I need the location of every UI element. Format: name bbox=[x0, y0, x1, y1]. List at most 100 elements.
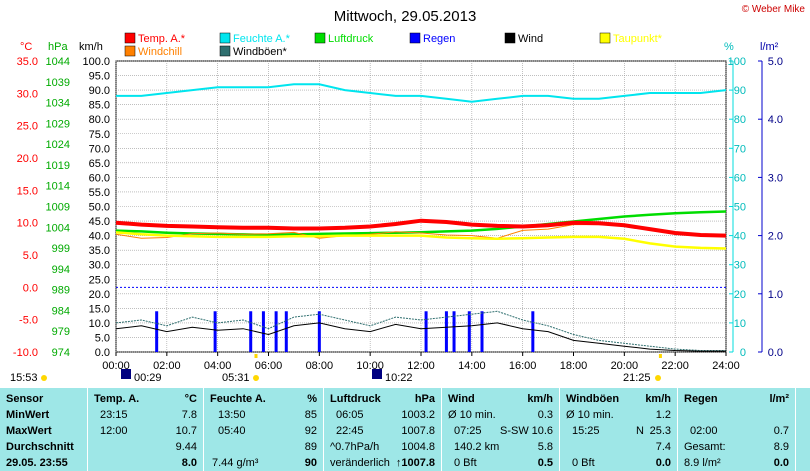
pressure-axis-unit: hPa bbox=[48, 41, 68, 53]
temp-tick: 0.0 bbox=[23, 282, 38, 294]
wind-tick: 65.0 bbox=[89, 158, 110, 170]
wind-tick: 40.0 bbox=[89, 231, 110, 243]
pressure-current: ↑1007.8 bbox=[395, 457, 435, 469]
gust-min: 1.2 bbox=[655, 409, 671, 421]
wind-unit: km/h bbox=[527, 393, 553, 405]
humidity-tick: 90 bbox=[734, 85, 746, 97]
pressure-tick: 999 bbox=[52, 243, 70, 255]
rain-tick: 4.0 bbox=[768, 114, 783, 126]
rain-total-current: 8.9 l/m² bbox=[684, 457, 721, 469]
gust-max-direction: N bbox=[636, 425, 644, 437]
moonset-icon-2 bbox=[372, 369, 382, 379]
gust-max-time: 15:25 bbox=[572, 425, 600, 437]
rain-column: Regen l/m² 02:00 0.7 Gesamt: 8.9 8.9 l/m… bbox=[678, 388, 796, 471]
wind-tick: 50.0 bbox=[89, 202, 110, 214]
humidity-tick: 60 bbox=[734, 172, 746, 184]
pressure-tick: 1044 bbox=[46, 56, 70, 68]
pressure-tick: 994 bbox=[52, 264, 70, 276]
gust-max: 25.3 bbox=[649, 425, 671, 437]
wind-tick: 60.0 bbox=[89, 172, 110, 184]
rain-bar bbox=[480, 311, 484, 352]
humidity-current: 90 bbox=[304, 457, 317, 469]
legend-label: Temp. A.* bbox=[138, 33, 186, 45]
gust-column: Windböen km/h Ø 10 min. 1.2 15:25 N 25.3… bbox=[560, 388, 678, 471]
wind-max-time: 07:25 bbox=[454, 425, 482, 437]
time-tick: 16:00 bbox=[509, 360, 537, 372]
pressure-tick: 989 bbox=[52, 285, 70, 297]
min-label: MinWert bbox=[6, 409, 50, 421]
rain-bar bbox=[317, 311, 321, 352]
humidity-tick: 70 bbox=[734, 143, 746, 155]
temp-current: 8.0 bbox=[181, 457, 197, 469]
max-label: MaxWert bbox=[6, 425, 52, 437]
humidity-avg: 89 bbox=[304, 441, 317, 453]
humidity-axis-unit: % bbox=[724, 41, 734, 53]
temp-tick: 10.0 bbox=[17, 218, 38, 230]
rain-tick: 2.0 bbox=[768, 231, 783, 243]
wind-tick: 95.0 bbox=[89, 71, 110, 83]
moonset-icon-1 bbox=[121, 369, 131, 379]
wind-tick: 75.0 bbox=[89, 129, 110, 141]
pressure-column: Luftdruck hPa 06:05 1003.2 22:45 1007.8 … bbox=[324, 388, 442, 471]
legend-label: Windchill bbox=[138, 46, 182, 58]
pressure-min: 1003.2 bbox=[401, 409, 435, 421]
humidity-tick: 50 bbox=[734, 202, 746, 214]
rain-current: 0.0 bbox=[773, 457, 789, 469]
wind-tick: 0.0 bbox=[95, 347, 110, 359]
weather-chart: Mittwoch, 29.05.2013 © Weber Mike °C hPa km/… bbox=[10, 4, 805, 384]
legend-swatch bbox=[599, 32, 611, 44]
wind-tick: 30.0 bbox=[89, 260, 110, 272]
sunrise-icon bbox=[253, 375, 259, 381]
pressure-tendency: veränderlich bbox=[330, 457, 390, 469]
time-tick: 20:00 bbox=[611, 360, 639, 372]
pressure-tick: 1024 bbox=[46, 139, 70, 151]
dewpoint-line bbox=[115, 231, 727, 250]
pressure-tick: 984 bbox=[52, 305, 70, 317]
temp-tick: -5.0 bbox=[19, 315, 38, 327]
gust-line bbox=[115, 310, 726, 351]
humidity-min: 85 bbox=[304, 409, 317, 421]
humidity-min-time: 13:50 bbox=[218, 409, 246, 421]
rain-bar bbox=[452, 311, 456, 352]
rain-total: 8.9 bbox=[773, 441, 789, 453]
moon-time-2: 10:22 bbox=[385, 372, 413, 384]
rain-unit: l/m² bbox=[769, 393, 789, 405]
time-tick: 06:00 bbox=[255, 360, 283, 372]
wind-tick: 70.0 bbox=[89, 143, 110, 155]
pressure-max-time: 22:45 bbox=[336, 425, 364, 437]
wind-max: 10.6 bbox=[531, 425, 553, 437]
humidity-unit: % bbox=[307, 393, 317, 405]
time-tick: 04:00 bbox=[204, 360, 232, 372]
stats-table: Sensor MinWert MaxWert Durchschnitt 29.0… bbox=[0, 388, 810, 471]
temp-max-time: 12:00 bbox=[100, 425, 128, 437]
legend-swatch bbox=[504, 32, 516, 44]
rain-bar bbox=[467, 311, 471, 352]
humidity-tick: 30 bbox=[734, 260, 746, 272]
rain-bar bbox=[424, 311, 428, 352]
sensor-header: Sensor bbox=[6, 393, 44, 405]
temp-min-time: 23:15 bbox=[100, 409, 128, 421]
pressure-tick: 1029 bbox=[46, 118, 70, 130]
humidity-tick: 0 bbox=[740, 347, 746, 359]
pressure-current-value: 1007.8 bbox=[401, 457, 435, 469]
legend-swatch bbox=[219, 45, 231, 57]
sunset-label: 21:25 bbox=[623, 372, 651, 384]
temp-avg: 9.44 bbox=[175, 441, 197, 453]
gust-current: 0.0 bbox=[655, 457, 671, 469]
rain-bar bbox=[249, 311, 253, 352]
pressure-avg: 1004.8 bbox=[401, 441, 435, 453]
temperature-line bbox=[115, 218, 727, 238]
wind-distance: 140.2 km bbox=[454, 441, 500, 453]
temp-tick: 20.0 bbox=[17, 153, 38, 165]
humidity-absolute: 7.44 g/m³ bbox=[212, 457, 259, 469]
wind-axis-unit: km/h bbox=[79, 41, 103, 53]
sunrise-label: 05:31 bbox=[222, 372, 250, 384]
legend-swatch bbox=[124, 45, 136, 57]
rain-bar bbox=[213, 311, 217, 352]
gust-beaufort: 0 Bft bbox=[572, 457, 595, 469]
pressure-tick: 1039 bbox=[46, 77, 70, 89]
temp-unit: °C bbox=[184, 393, 197, 405]
time-tick: 02:00 bbox=[153, 360, 181, 372]
wind-tick: 10.0 bbox=[89, 318, 110, 330]
wind-tick: 35.0 bbox=[89, 245, 110, 257]
